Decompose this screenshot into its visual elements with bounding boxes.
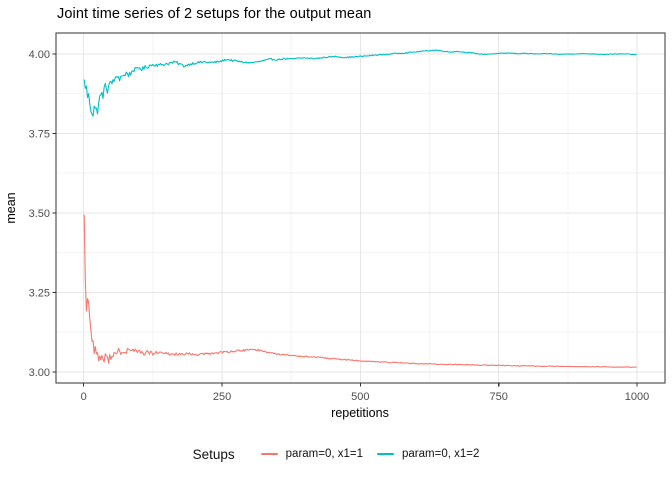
x-axis-title: repetitions	[331, 406, 389, 420]
x-tick-label: 1000	[625, 391, 649, 403]
legend-label: param=0, x1=1	[285, 448, 364, 460]
series-line-0	[83, 214, 637, 368]
y-axis-title: mean	[4, 192, 18, 223]
chart-title: Joint time series of 2 setups for the ou…	[57, 6, 372, 22]
x-tick-label: 500	[351, 391, 369, 403]
legend-label: param=0, x1=2	[402, 448, 480, 460]
legend-item-1: param=0, x1=2	[377, 448, 479, 460]
legend-key-line	[377, 453, 395, 455]
series-line-1	[83, 49, 637, 117]
x-tick-label: 250	[213, 391, 231, 403]
y-tick-label: 3.00	[29, 367, 50, 379]
y-tick-label: 4.00	[29, 49, 50, 61]
legend-key-line	[260, 453, 278, 455]
legend-items: param=0, x1=1 param=0, x1=2	[247, 448, 479, 460]
y-tick-label: 3.50	[29, 208, 50, 220]
y-tick-label: 3.75	[29, 128, 50, 140]
legend: Setups param=0, x1=1 param=0, x1=2	[0, 443, 672, 465]
y-tick-label: 3.25	[29, 287, 50, 299]
legend-title: Setups	[192, 446, 235, 462]
x-tick-label: 750	[490, 391, 508, 403]
x-tick-label: 0	[81, 391, 87, 403]
legend-item-0: param=0, x1=1	[260, 448, 364, 460]
